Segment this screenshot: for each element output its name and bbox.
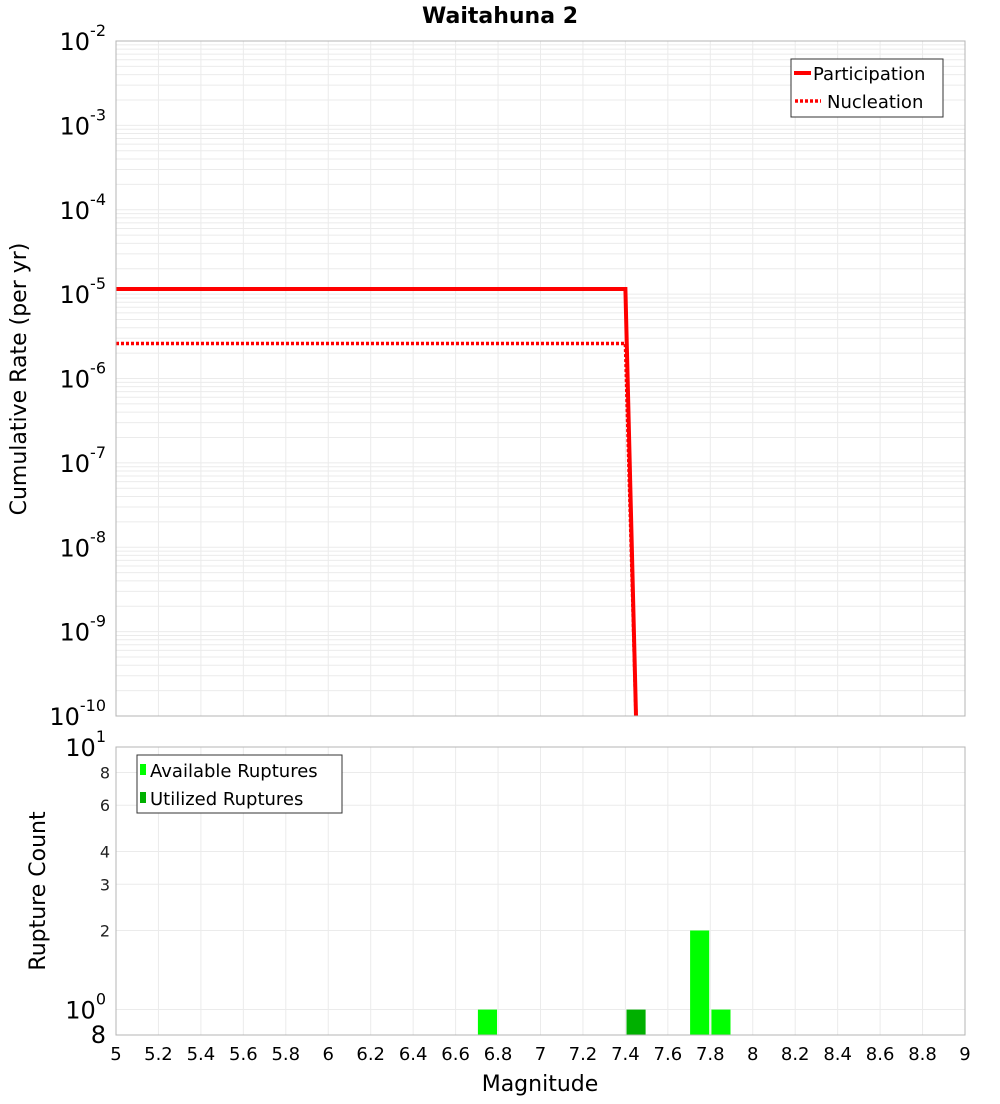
- y-tick-label: 6: [100, 796, 110, 815]
- top-y-axis-ticks: 10-2 10-3 10-4 10-5 10-6 10-7 10-8 10-9 10-10: [49, 21, 106, 731]
- y-tick-label: 10-9: [60, 612, 107, 647]
- x-tick-label: 8.6: [866, 1044, 895, 1065]
- x-tick-label: 7.8: [696, 1044, 725, 1065]
- participation-line: [116, 287, 638, 717]
- x-tick-label: 6: [323, 1044, 334, 1065]
- x-tick-label: 5.6: [229, 1044, 258, 1065]
- x-tick-label: 6.6: [441, 1044, 470, 1065]
- legend-nucleation-label: Nucleation: [827, 92, 923, 113]
- legend-utilized-swatch: [140, 792, 146, 803]
- x-tick-label: 8.8: [908, 1044, 937, 1065]
- legend-utilized-label: Utilized Ruptures: [150, 789, 303, 810]
- bottom-plot-frame: [115, 746, 966, 1036]
- y-tick-label: 10-5: [60, 274, 107, 309]
- y-tick-label: 3: [100, 875, 110, 894]
- y-tick-label: 4: [100, 842, 110, 861]
- bar: [626, 1009, 646, 1035]
- top-plot-series: [116, 287, 638, 717]
- x-tick-label: 7.2: [569, 1044, 598, 1065]
- y-tick-label: 8: [100, 763, 110, 782]
- bar: [711, 1009, 731, 1035]
- x-tick-label: 8: [747, 1044, 758, 1065]
- x-tick-label: 9: [959, 1044, 970, 1065]
- top-plot-grid: [115, 41, 966, 717]
- y-tick-label: 8: [91, 1021, 106, 1049]
- x-tick-label: 8.2: [781, 1044, 810, 1065]
- bar: [690, 930, 710, 1035]
- y-tick-label: 2: [100, 922, 110, 941]
- legend-participation-label: Participation: [813, 64, 925, 85]
- x-tick-label: 6.2: [356, 1044, 385, 1065]
- nucleation-line: [116, 341, 638, 717]
- y-tick-label: 10-4: [60, 190, 107, 225]
- legend-available-label: Available Ruptures: [150, 761, 318, 782]
- y-tick-label: 10-6: [60, 359, 107, 394]
- legend-available-swatch: [140, 764, 146, 775]
- bottom-y-axis-label: Rupture Count: [26, 811, 51, 971]
- top-plot-frame: [115, 40, 966, 717]
- x-tick-label: 5.2: [144, 1044, 173, 1065]
- x-tick-label: 7.6: [654, 1044, 683, 1065]
- x-tick-label: 5: [110, 1044, 121, 1065]
- y-tick-label: 10-8: [60, 527, 107, 562]
- bar: [477, 1009, 497, 1035]
- chart-title: Waitahuna 2: [422, 4, 578, 29]
- bottom-legend: Available Ruptures Utilized Ruptures: [136, 754, 343, 814]
- y-tick-label: 10-2: [60, 21, 107, 56]
- y-tick-label: 10-3: [60, 105, 107, 140]
- top-legend: Participation Nucleation: [790, 58, 944, 118]
- x-axis-ticks: 5 5.2 5.4 5.6 5.8 6 6.2 6.4 6.6 6.8 7 7.2 7.4 7.6 7.8 8…: [110, 1044, 970, 1065]
- y-tick-label: 101: [65, 727, 106, 762]
- x-axis-label: Magnitude: [482, 1072, 599, 1097]
- x-tick-label: 7: [535, 1044, 546, 1065]
- y-tick-label: 10-7: [60, 443, 107, 478]
- x-tick-label: 6.4: [399, 1044, 428, 1065]
- y-tick-label: 100: [65, 990, 106, 1025]
- x-tick-label: 7.4: [611, 1044, 640, 1065]
- bottom-plot-bars: [477, 930, 731, 1035]
- x-tick-label: 5.4: [187, 1044, 216, 1065]
- y-tick-label: 10-10: [49, 696, 106, 731]
- top-y-axis-label: Cumulative Rate (per yr): [7, 243, 32, 516]
- x-tick-label: 8.4: [823, 1044, 852, 1065]
- x-tick-label: 5.8: [271, 1044, 300, 1065]
- x-tick-label: 6.8: [484, 1044, 513, 1065]
